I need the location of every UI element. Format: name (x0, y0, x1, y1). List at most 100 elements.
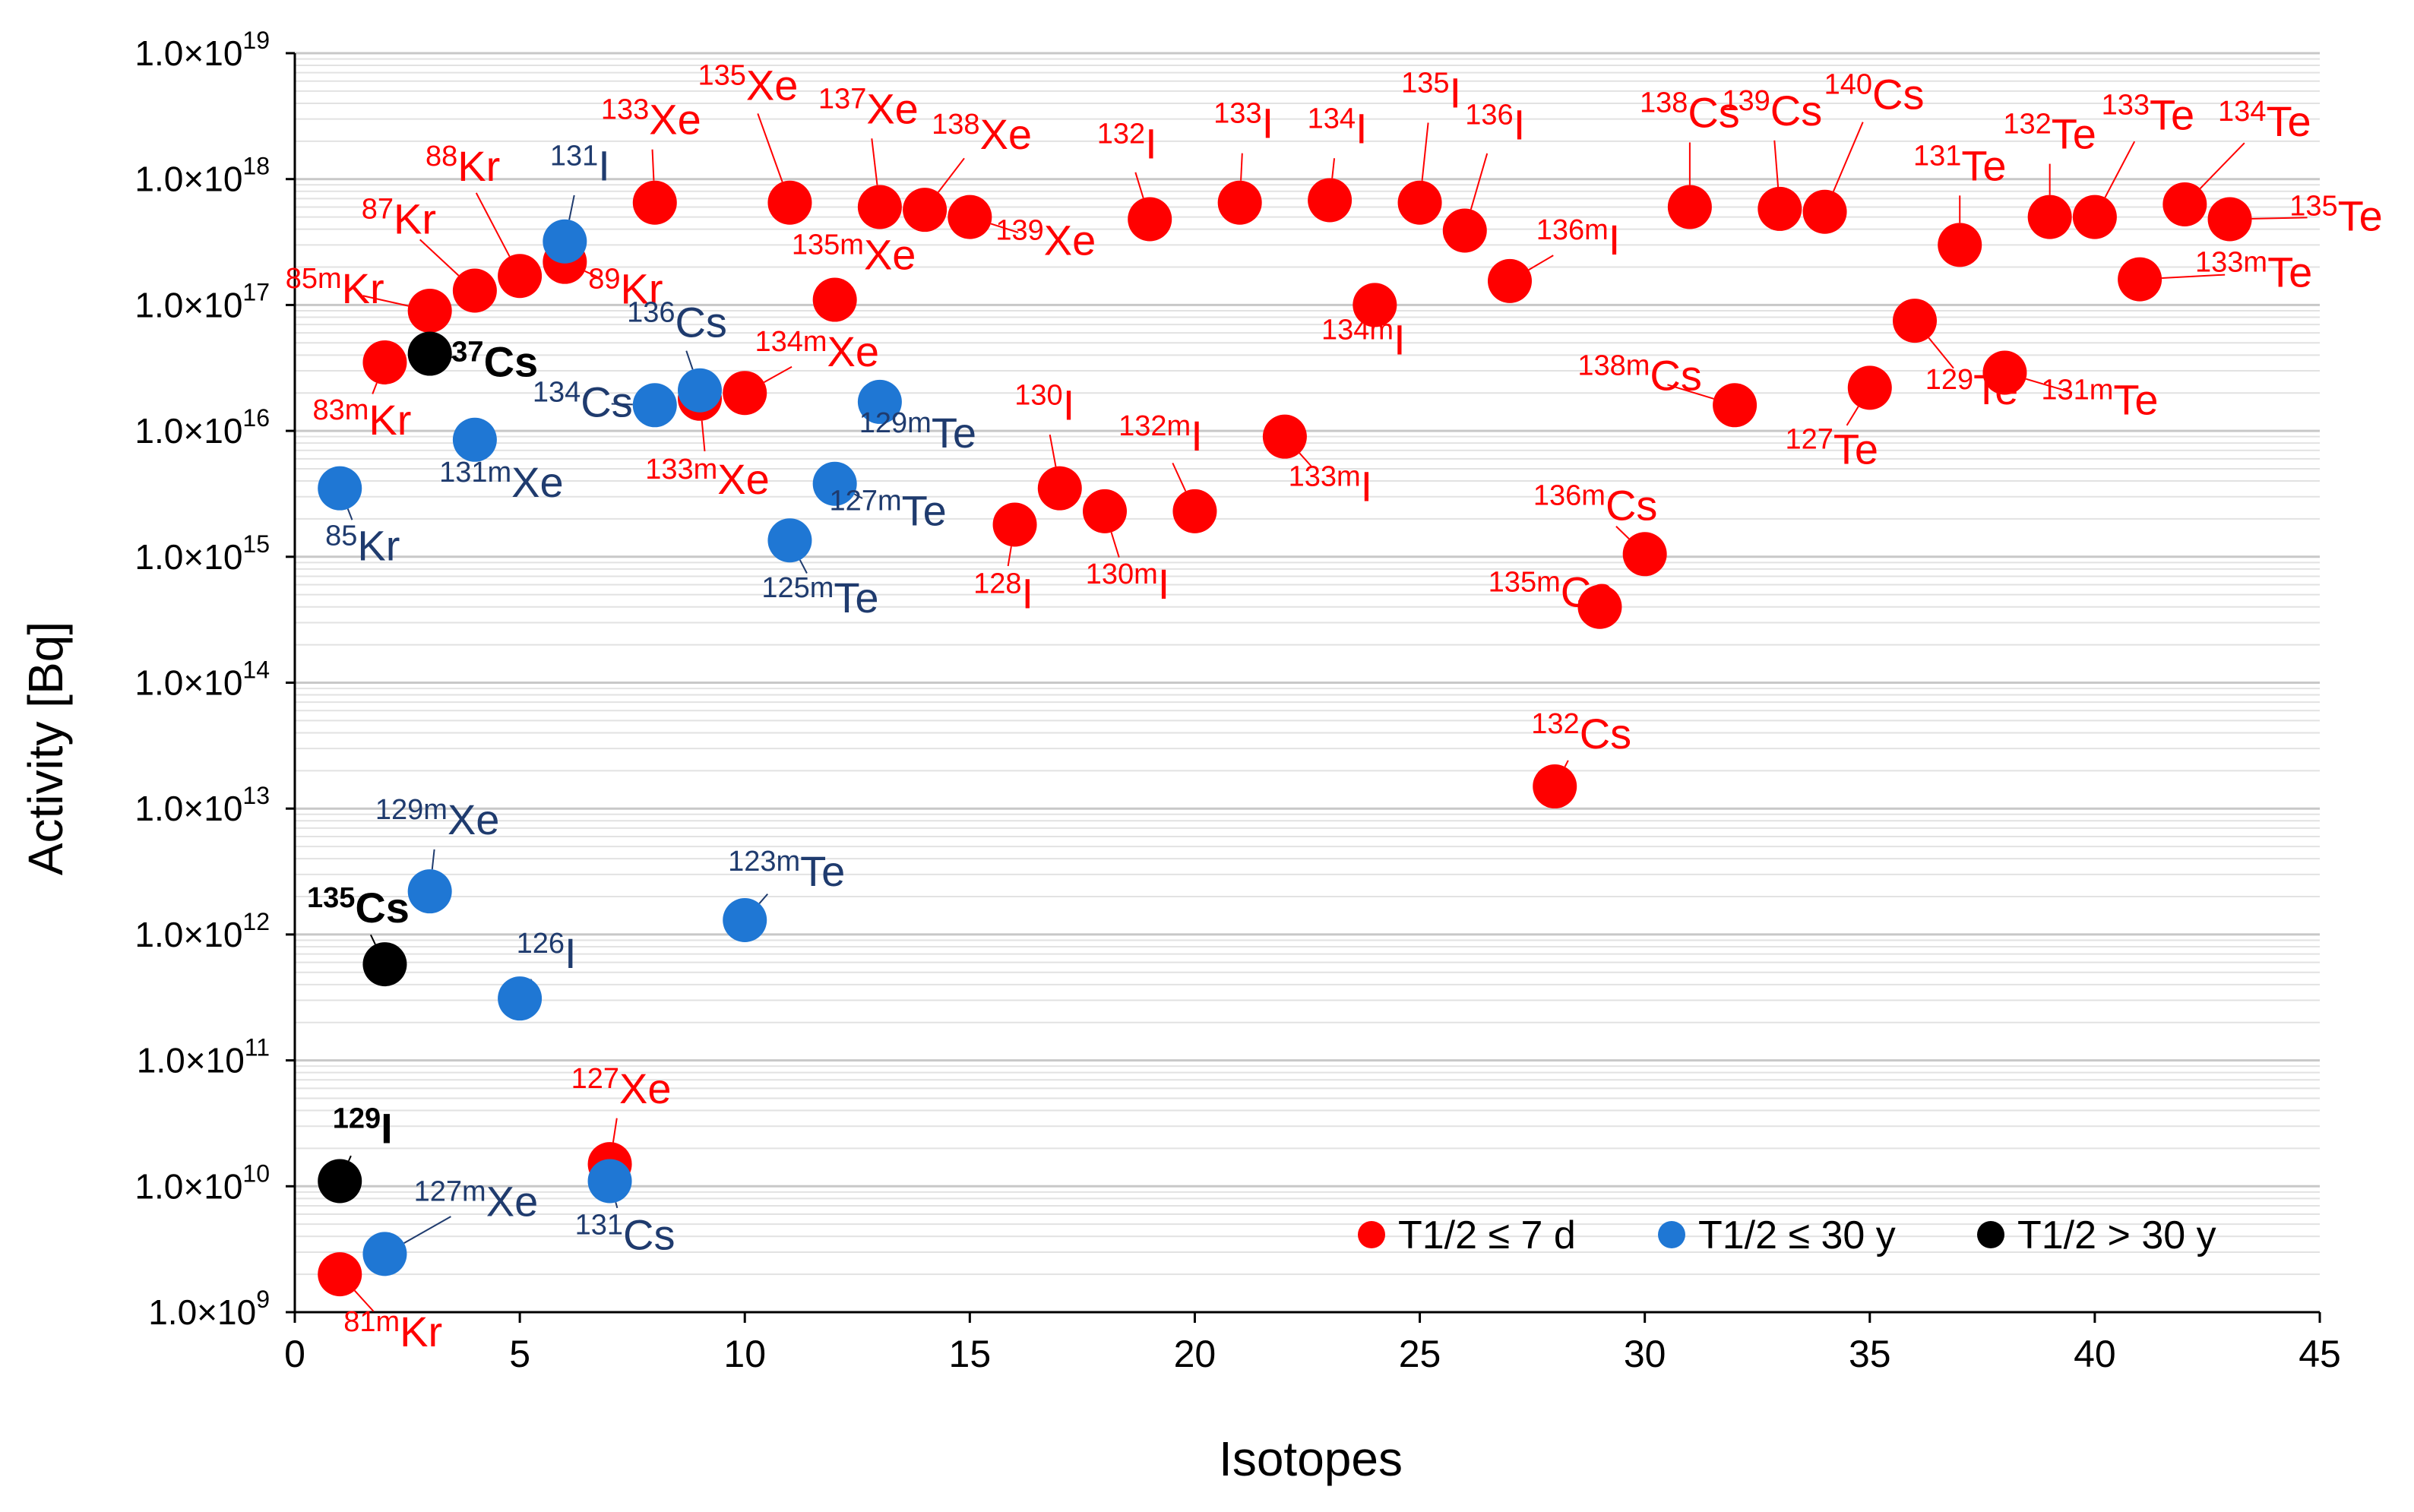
data-point (543, 219, 587, 264)
point-label: 89Kr (588, 264, 663, 313)
y-tick-label: 1.0×1016 (134, 404, 270, 451)
data-point (362, 1232, 407, 1276)
label-leader-line (1564, 760, 1569, 767)
point-label: 134mXe (755, 326, 879, 375)
point-label: 136mCs (1533, 479, 1658, 529)
data-point (2118, 257, 2162, 302)
label-leader-line (764, 365, 793, 383)
label-leader-line (1172, 462, 1187, 492)
point-label: 88Kr (426, 141, 500, 190)
legend-label: T1/2 ≤ 30 y (1698, 1213, 1896, 1257)
point-label: 129Te (1925, 364, 2019, 413)
label-leader-line (651, 149, 655, 181)
data-point (452, 268, 497, 313)
x-tick-label: 25 (1399, 1333, 1441, 1375)
point-label: 131mXe (439, 457, 564, 506)
label-leader-line (1331, 158, 1336, 179)
data-point (948, 195, 992, 239)
label-leader-line (611, 403, 633, 406)
data-point (678, 368, 722, 413)
minor-gridlines (295, 58, 2320, 1276)
data-point (2072, 195, 2117, 239)
point-label: 133mTe (2195, 247, 2312, 296)
data-point (498, 976, 543, 1021)
label-leader-line (758, 893, 768, 904)
point-label: 128I (973, 568, 1033, 618)
data-point (1083, 489, 1127, 533)
label-leader-line (584, 270, 600, 279)
data-point (1353, 283, 1397, 327)
point-label: 85Kr (325, 520, 400, 570)
point-label: 132mI (1118, 410, 1203, 460)
data-point (2162, 182, 2207, 226)
data-point (723, 898, 767, 943)
point-label: 131Cs (575, 1209, 675, 1258)
label-leader-line (1240, 153, 1243, 181)
data-point (587, 1159, 632, 1204)
data-point (1982, 350, 2027, 395)
point-label: 129mTe (859, 407, 976, 457)
data-point (1488, 258, 1532, 303)
point-label: 135Cs (307, 882, 410, 932)
point-label: 132I (1097, 119, 1157, 168)
label-leader-line (612, 1118, 618, 1143)
legend-marker (1658, 1221, 1685, 1248)
data-point (1308, 178, 1353, 223)
point-label: 131Te (1913, 140, 2007, 189)
label-leader-line (615, 1202, 619, 1209)
label-leader-line (346, 508, 353, 520)
data-point (362, 942, 407, 987)
label-leader-line (475, 192, 511, 257)
label-leader-lines (346, 113, 2308, 1312)
point-label: 83mKr (312, 394, 411, 444)
data-point (857, 379, 902, 424)
data-points (318, 178, 2252, 1297)
point-label: 126I (517, 928, 577, 977)
x-tick-label: 0 (284, 1333, 305, 1375)
data-point (1172, 489, 1217, 533)
label-leader-line (1049, 434, 1057, 467)
point-label: 87Kr (362, 194, 436, 243)
label-leader-line (1667, 384, 1714, 400)
legend-marker (1358, 1221, 1385, 1248)
data-point (1802, 189, 1847, 234)
label-leader-line (2104, 141, 2136, 198)
point-label: 135mXe (792, 229, 916, 279)
data-point (2027, 195, 2072, 239)
label-leader-line (2025, 378, 2073, 394)
legend-label: T1/2 > 30 y (2017, 1213, 2216, 1257)
label-leader-line (568, 195, 575, 220)
point-label: 135mCs (1489, 567, 1613, 616)
y-tick-label: 1.0×1010 (134, 1159, 270, 1206)
point-label: 123mTe (728, 846, 845, 895)
point-label: 125mTe (761, 572, 878, 622)
point-label: 132Cs (1531, 708, 1631, 758)
data-point (857, 185, 902, 229)
label-leader-line (1615, 526, 1630, 539)
y-tick-labels: 1.0×109 1.0×1010 1.0×1011 1.0×1012 1.0×1013 1… (134, 27, 295, 1332)
label-leader-line (1470, 153, 1489, 210)
label-leader-line (990, 223, 1019, 233)
point-label: 131mTe (2041, 374, 2158, 423)
data-point (1893, 299, 1937, 343)
data-point (1938, 223, 1982, 267)
data-point (1442, 208, 1487, 253)
y-tick-label: 1.0×1019 (134, 27, 270, 73)
data-point (1622, 532, 1667, 577)
data-point (318, 1252, 362, 1297)
data-point (1262, 414, 1307, 459)
y-tick-label: 1.0×1011 (137, 1034, 270, 1080)
x-tick-label: 45 (2299, 1333, 2341, 1375)
point-label: 127Te (1785, 423, 1878, 473)
data-point (1713, 383, 1758, 428)
point-label: 135Xe (698, 60, 798, 109)
data-point (498, 254, 543, 299)
point-label: 131I (550, 141, 610, 190)
data-point (407, 331, 452, 376)
data-point (812, 277, 857, 322)
label-leader-line (871, 138, 878, 185)
point-label: 133Te (2102, 90, 2195, 139)
point-label: 139Cs (1722, 85, 1822, 134)
label-leader-line (372, 382, 378, 394)
